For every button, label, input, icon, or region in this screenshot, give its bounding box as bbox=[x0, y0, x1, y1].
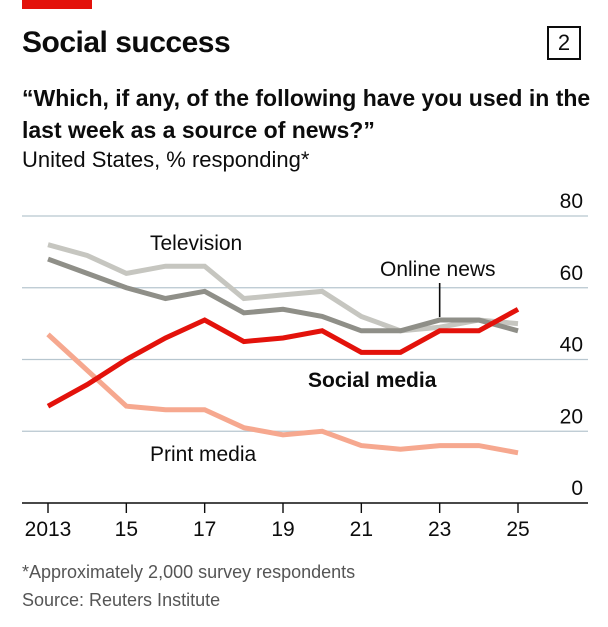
series-label-online-news: Online news bbox=[380, 258, 496, 281]
x-tick-label: 2013 bbox=[25, 518, 72, 541]
chart-source: Source: Reuters Institute bbox=[22, 590, 221, 610]
line-chart: Television Online news Social media Print m… bbox=[22, 190, 588, 541]
x-tick-label: 19 bbox=[271, 518, 294, 541]
brand-accent-bar bbox=[22, 0, 92, 9]
x-tick-label: 23 bbox=[428, 518, 451, 541]
series-label-print-media: Print media bbox=[150, 443, 257, 466]
x-tick-label: 21 bbox=[350, 518, 373, 541]
y-tick-label: 20 bbox=[560, 405, 583, 428]
x-tick-label: 17 bbox=[193, 518, 216, 541]
series-line-television bbox=[47, 242, 519, 334]
chart-subtitle: “Which, if any, of the following have yo… bbox=[22, 85, 591, 143]
series-line-online-news bbox=[47, 256, 519, 334]
chart-footnote: *Approximately 2,000 survey respondents bbox=[22, 562, 356, 582]
y-tick-label: 60 bbox=[560, 262, 583, 285]
series-label-television: Television bbox=[150, 232, 242, 255]
y-tick-label: 40 bbox=[560, 334, 583, 357]
series-label-social-media: Social media bbox=[308, 369, 437, 392]
y-tick-label: 80 bbox=[560, 190, 583, 213]
chart-units: United States, % responding* bbox=[22, 147, 310, 172]
series-line-social-media bbox=[46, 307, 520, 409]
y-tick-label: 0 bbox=[571, 477, 583, 500]
x-tick-label: 25 bbox=[506, 518, 529, 541]
chart-number-badge: 2 bbox=[547, 26, 581, 60]
chart-title: Social success bbox=[22, 26, 231, 59]
x-tick-label: 15 bbox=[115, 518, 138, 541]
series-line-print-media bbox=[46, 332, 519, 456]
